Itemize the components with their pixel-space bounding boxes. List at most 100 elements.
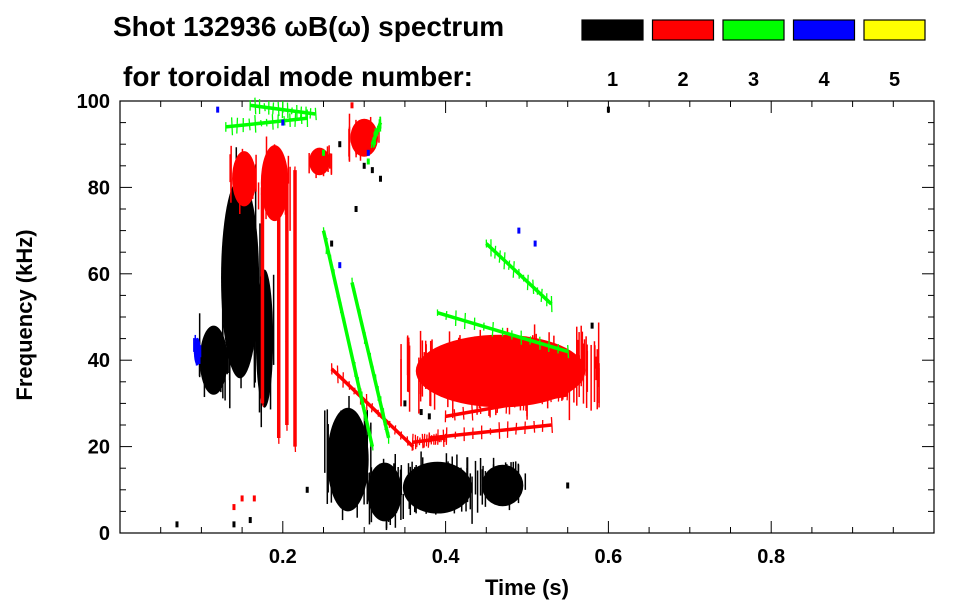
legend-label: 3 — [748, 69, 759, 91]
line-jitter — [336, 365, 339, 384]
spectrum-line — [225, 109, 309, 136]
legend-swatch — [722, 19, 785, 41]
spectrum-blob — [257, 136, 291, 236]
line-jitter — [261, 367, 264, 378]
line-jitter — [260, 180, 264, 195]
line-jitter — [236, 117, 239, 134]
spectrum-line — [285, 174, 289, 431]
line-jitter — [372, 365, 375, 377]
line-jitter — [350, 349, 353, 359]
line-jitter — [494, 245, 497, 259]
line-jitter — [496, 401, 499, 413]
line-jitter — [277, 241, 280, 255]
spectrum-point — [566, 482, 570, 489]
spectrum-point — [427, 413, 431, 420]
spectrum-point — [533, 240, 537, 247]
legend-swatch — [581, 19, 644, 41]
line-jitter — [434, 433, 437, 445]
spectrum-point — [366, 149, 370, 156]
spectrum-line — [444, 389, 569, 423]
line-jitter — [285, 258, 288, 275]
spectrum-point — [419, 409, 423, 416]
line-jitter — [463, 312, 467, 330]
spectrum-line — [370, 116, 383, 149]
spectrum-point — [354, 206, 358, 212]
line-jitter — [540, 288, 543, 302]
y-tick-label: 0 — [99, 523, 110, 545]
spectrum-line — [249, 97, 317, 121]
line-jitter — [294, 112, 297, 127]
line-jitter — [421, 433, 424, 449]
legend-label: 1 — [607, 69, 618, 91]
line-jitter — [286, 206, 289, 222]
x-tick-label: 0.8 — [757, 546, 785, 568]
line-jitter — [442, 429, 445, 447]
line-jitter — [374, 374, 377, 391]
spectrum-point — [366, 158, 370, 165]
x-tick-label: 0.4 — [432, 546, 461, 568]
spectrum-point — [232, 504, 236, 511]
spectrum-line — [350, 277, 391, 444]
line-jitter — [277, 309, 280, 325]
line-jitter — [491, 322, 494, 337]
line-jitter — [540, 394, 543, 405]
line-jitter — [566, 389, 569, 401]
blob-core — [327, 407, 369, 512]
line-jitter — [272, 102, 275, 115]
spectrum-point — [338, 141, 342, 148]
spectrum-line — [485, 239, 553, 313]
spectrum-blob — [229, 145, 257, 215]
line-jitter — [512, 261, 515, 278]
line-jitter — [347, 334, 350, 343]
line-jitter — [567, 344, 570, 359]
line-jitter — [286, 386, 289, 393]
line-jitter — [363, 332, 366, 344]
line-jitter — [278, 362, 280, 376]
line-jitter — [261, 244, 264, 254]
line-jitter — [399, 431, 403, 440]
line-jitter — [471, 402, 474, 421]
line-jitter — [532, 279, 535, 294]
spectrum-line — [436, 309, 570, 359]
spectrum-line — [293, 166, 297, 452]
line-jitter — [261, 336, 264, 347]
line-jitter — [283, 115, 286, 126]
spectrum-blob — [193, 334, 202, 366]
spectrum-point — [281, 119, 285, 126]
spectrum-point — [305, 486, 309, 493]
spectrum-point — [248, 517, 252, 524]
spectrum-blob — [479, 457, 527, 511]
spectrum-blob — [366, 453, 404, 531]
x-tick-label: 0.2 — [269, 546, 297, 568]
line-jitter — [550, 417, 553, 433]
line-jitter — [384, 423, 387, 431]
spectrum-point — [350, 102, 354, 109]
spectrum-point — [338, 262, 342, 269]
legend-swatch — [863, 19, 926, 41]
line-jitter — [314, 107, 317, 121]
line-jitter — [453, 409, 456, 421]
line-jitter — [329, 254, 332, 269]
y-axis-label: Frequency (kHz) — [12, 229, 37, 400]
line-jitter — [278, 259, 281, 271]
line-jitter — [367, 427, 370, 435]
line-jitter — [406, 436, 409, 446]
line-jitter — [293, 205, 296, 214]
line-jitter — [557, 390, 560, 402]
line-jitter — [353, 387, 356, 395]
spectrum-point — [240, 495, 244, 502]
line-jitter — [425, 434, 428, 447]
line-jitter — [526, 274, 529, 291]
spectrum-blob — [253, 269, 275, 428]
line-jitter — [411, 433, 414, 451]
line-jitter — [370, 403, 373, 413]
y-tick-label: 80 — [88, 177, 110, 199]
line-jitter — [343, 317, 346, 329]
series-mode-2 — [229, 102, 600, 511]
line-jitter — [333, 269, 336, 285]
spectrum-point — [370, 167, 374, 174]
line-jitter — [294, 282, 297, 295]
line-jitter — [367, 345, 370, 353]
line-jitter — [230, 117, 234, 136]
